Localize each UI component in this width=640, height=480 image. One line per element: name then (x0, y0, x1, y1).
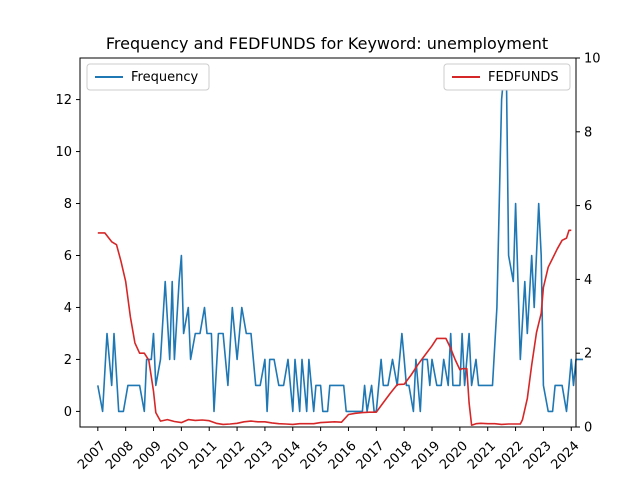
legend-fedfunds-label: FEDFUNDS (488, 70, 559, 85)
legend-frequency-box (86, 63, 210, 91)
legend-fedfunds-box (443, 63, 571, 91)
y-left-tick-label: 8 (64, 197, 72, 212)
y-left-tick-label: 10 (55, 145, 72, 160)
y-left-tick-label: 6 (64, 249, 72, 264)
legend-frequency-label: Frequency (131, 70, 198, 85)
y-right-tick-label: 0 (584, 421, 592, 436)
y-left-tick-label: 0 (64, 405, 72, 420)
legend-frequency: Frequency (86, 63, 210, 91)
chart-title: Frequency and FEDFUNDS for Keyword: unem… (106, 34, 548, 53)
y-right-tick-label: 2 (584, 347, 592, 362)
y-right-tick-label: 8 (584, 125, 592, 140)
series-line-frequency (97, 72, 583, 413)
y-left-tick-label: 2 (64, 353, 72, 368)
axes-frame (79, 57, 577, 428)
y-right-tick-label: 6 (584, 199, 592, 214)
y-left-tick-label: 12 (55, 93, 72, 108)
legend-fedfunds: FEDFUNDS (443, 63, 571, 91)
y-left-tick-label: 4 (64, 301, 72, 316)
series-line-fedfunds (97, 229, 572, 427)
y-right-tick-label: 4 (584, 273, 592, 288)
y-right-tick-label: 10 (584, 52, 601, 67)
